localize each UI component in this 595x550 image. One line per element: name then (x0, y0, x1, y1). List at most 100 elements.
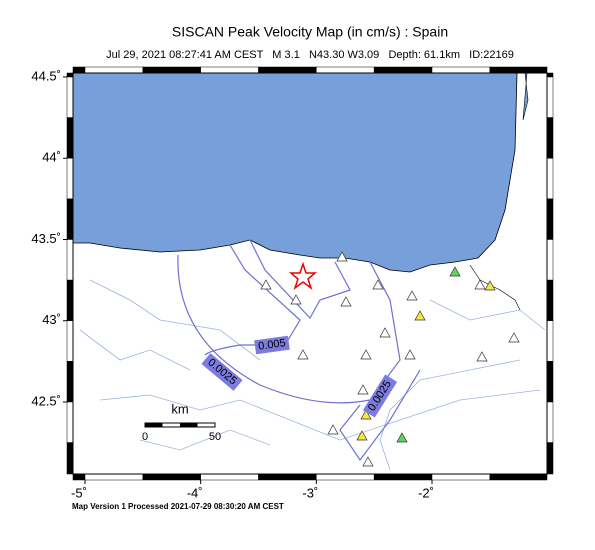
contour (177, 254, 401, 404)
station (356, 430, 368, 441)
station (360, 409, 372, 420)
frame-segment (66, 320, 74, 362)
station (290, 294, 302, 305)
frame-segment (66, 117, 74, 159)
contour (249, 239, 351, 320)
station (372, 279, 384, 290)
river (139, 429, 271, 451)
station (484, 280, 496, 291)
frame-segment (546, 239, 554, 281)
frame-segment (431, 66, 491, 74)
y-tick-label: 43.5˚ (31, 231, 61, 246)
frame-segment (546, 198, 554, 240)
map-subtitle: Jul 29, 2021 08:27:41 AM CEST M 3.1 N43.… (106, 49, 514, 61)
frame-segment (316, 473, 375, 481)
frame-segment (489, 473, 548, 481)
station (406, 290, 418, 301)
frame-segment (258, 66, 317, 74)
frame-segment (66, 442, 74, 475)
station (508, 332, 520, 343)
station (414, 310, 426, 321)
label-box (201, 353, 243, 391)
y-tick-label: 42.5˚ (31, 393, 61, 408)
frame-segment (546, 320, 554, 362)
frame-segment (431, 473, 491, 481)
scale-end: 50 (209, 431, 221, 443)
station (474, 279, 486, 290)
station (404, 349, 416, 360)
frame-segment (546, 76, 554, 118)
scale-unit: km (171, 401, 188, 416)
frame-segment (546, 442, 554, 475)
frame-segment (66, 76, 74, 118)
station (360, 349, 372, 360)
frame-segment (72, 473, 86, 481)
y-tick-label: 44˚ (42, 150, 61, 165)
river (99, 389, 541, 441)
frame-segment (200, 66, 259, 74)
station (449, 266, 461, 277)
frame-segment (546, 279, 554, 321)
station (340, 296, 352, 307)
station (362, 456, 374, 467)
frame-segment (66, 401, 74, 443)
frame-segment (546, 401, 554, 443)
frame-segment (258, 473, 317, 481)
frame-segment (316, 66, 375, 74)
station (396, 432, 408, 443)
label-box (362, 374, 398, 418)
map-footer: Map Version 1 Processed 2021-07-29 08:30… (72, 502, 284, 511)
frame-segment (546, 158, 554, 200)
frame-segment (546, 361, 554, 403)
frame-segment (373, 473, 433, 481)
frame-segment (66, 279, 74, 321)
frame-segment (84, 66, 144, 74)
station (297, 349, 309, 360)
frame-segment (66, 198, 74, 240)
frame-segment (373, 66, 433, 74)
frame-segment (66, 239, 74, 281)
station (260, 279, 272, 290)
frame-segment (142, 66, 201, 74)
x-tick-label: -4˚ (187, 485, 203, 500)
river (89, 279, 261, 361)
epicenter (288, 261, 318, 291)
map-frame: -5˚ -4˚ -3˚ -2˚ 44.5˚ 44˚ 43.5˚ 43˚ 42.5˚ (31, 66, 554, 500)
contours (177, 239, 421, 462)
river (79, 329, 191, 371)
frame-segment (66, 361, 74, 403)
scale-start: 0 (142, 431, 148, 443)
x-tick-label: -2˚ (418, 485, 434, 500)
frame-segment (66, 158, 74, 200)
scale-bar-segment (145, 423, 163, 427)
station (327, 424, 339, 435)
x-tick-label: -3˚ (302, 485, 318, 500)
frame-segment (66, 72, 74, 78)
sea (72, 72, 518, 273)
station (336, 251, 348, 262)
scale-bar: km 0 50 (142, 401, 221, 442)
river (429, 299, 546, 331)
contour-label: 0.005 (254, 335, 290, 355)
border (469, 264, 521, 311)
map-title: SISCAN Peak Velocity Map (in cm/s) : Spa… (172, 24, 448, 40)
map-area: 0.005 0.0025 0.0025 km 0 50 (72, 72, 547, 474)
station (379, 327, 391, 338)
frame-segment (72, 66, 86, 74)
frame-segment (84, 473, 144, 481)
station (357, 384, 369, 395)
contour (204, 244, 301, 356)
contour-label-text: 0.005 (258, 337, 287, 353)
scale-bar-segment (180, 423, 198, 427)
frame-segment (142, 473, 201, 481)
x-tick-label: -5˚ (71, 485, 87, 500)
frame-segment (546, 72, 554, 78)
frame-border (72, 72, 548, 475)
y-tick-label: 43˚ (42, 312, 61, 327)
frame-segment (489, 66, 548, 74)
y-tick-label: 44.5˚ (31, 68, 61, 83)
station (476, 351, 488, 362)
contour (339, 369, 421, 462)
label-box (254, 335, 290, 355)
